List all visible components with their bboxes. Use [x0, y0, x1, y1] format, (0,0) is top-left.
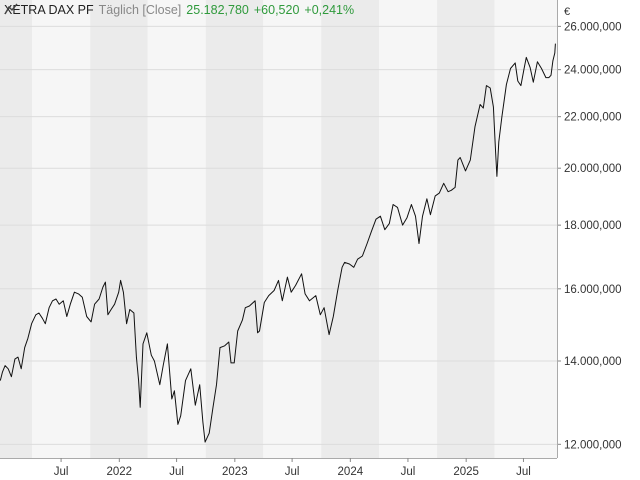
instrument-name: XETRA DAX PF	[4, 3, 94, 17]
last-value: 25.182,780	[186, 3, 249, 17]
x-tick-label: Jul	[54, 466, 69, 478]
band-6	[321, 0, 380, 458]
y-tick-label: 18.000,000	[564, 220, 622, 232]
x-tick-label: 2022	[107, 466, 133, 478]
band-5	[263, 0, 322, 458]
y-tick-label: 12.000,000	[564, 439, 622, 451]
x-tick-label: Jul	[401, 466, 416, 478]
y-tick-label: 14.000,000	[564, 356, 622, 368]
y-tick-label: 16.000,000	[564, 284, 622, 296]
x-tick-label: Jul	[169, 466, 184, 478]
currency-label: €	[564, 6, 570, 18]
chart-legend: XETRA DAX PF Täglich [Close] 25.182,780 …	[4, 3, 354, 17]
band-8	[437, 0, 495, 458]
y-tick-label: 22.000,000	[564, 112, 622, 124]
gridlines	[0, 25, 557, 445]
band-1	[32, 0, 91, 458]
y-tick-label: 20.000,000	[564, 163, 622, 175]
interval-label: Täglich [Close]	[98, 3, 182, 17]
change-percent: +0,241%	[304, 3, 355, 17]
x-tick-label: 2023	[222, 466, 248, 478]
y-tick-label: 24.000,000	[564, 65, 622, 77]
axes: € 12.000,000 14.000,000 16.000,000 18.000,0…	[0, 0, 622, 478]
band-7	[379, 0, 438, 458]
band-3	[147, 0, 206, 458]
month-bands	[0, 0, 557, 458]
x-tick-label: 2025	[453, 466, 479, 478]
band-4	[205, 0, 264, 458]
x-tick-label: Jul	[516, 466, 531, 478]
x-tick-label: 2024	[338, 466, 364, 478]
series-layer	[0, 43, 556, 443]
change-absolute: +60,520	[253, 3, 300, 17]
y-tick-label: 26.000,000	[564, 21, 622, 33]
x-tick-label: Jul	[285, 466, 300, 478]
band-9	[494, 0, 557, 458]
line-series-icon	[4, 3, 18, 15]
series-line-0	[0, 43, 556, 443]
band-0	[0, 0, 33, 458]
